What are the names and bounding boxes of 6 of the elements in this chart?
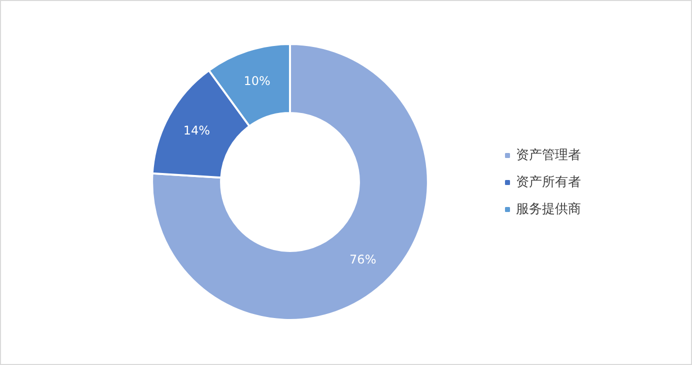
data-label: 10% (244, 74, 270, 88)
legend-label: 服务提供商 (516, 202, 581, 217)
legend-label: 资产所有者 (516, 175, 581, 190)
legend-label: 资产管理者 (516, 148, 581, 163)
data-label: 76% (350, 252, 376, 267)
data-label: 14% (183, 124, 210, 138)
